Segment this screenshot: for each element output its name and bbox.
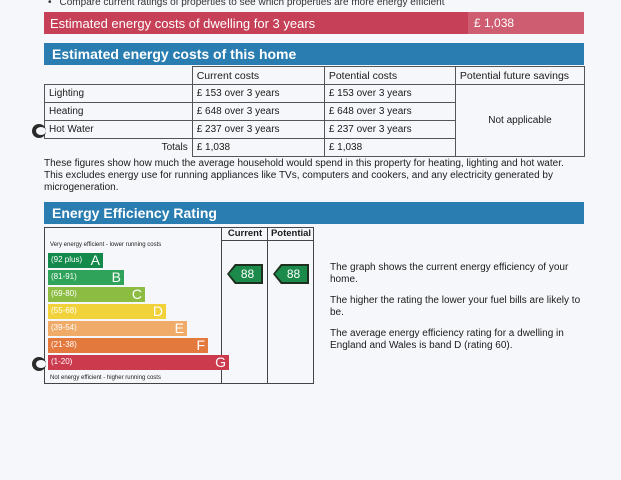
totals-current: £ 1,038: [191, 138, 325, 157]
band-letter: G: [215, 354, 226, 370]
band-letter: F: [196, 337, 205, 353]
rating-section-title: Energy Efficiency Rating: [44, 202, 584, 224]
hot-water-potential: £ 237 over 3 years: [323, 120, 456, 139]
lighting-current: £ 153 over 3 years: [191, 84, 325, 103]
empty-header-cell: [44, 66, 193, 85]
total-cost-bar: Estimated energy costs of dwelling for 3…: [44, 12, 584, 34]
rating-chart: [44, 227, 314, 384]
band-letter: A: [90, 252, 100, 268]
band-letter: E: [174, 320, 184, 336]
col-current-costs: Current costs: [191, 66, 325, 85]
band-range: (39-54): [51, 323, 77, 332]
totals-label: Totals: [44, 138, 193, 157]
totals-potential: £ 1,038: [323, 138, 456, 157]
row-label-heating: Heating: [44, 102, 193, 121]
band-c: (69-80) C: [48, 286, 145, 302]
rating-desc-1: The graph shows the current energy effic…: [330, 262, 569, 285]
totals-row: Totals £ 1,038 £ 1,038: [44, 138, 585, 157]
band-d: (55-68) D: [48, 303, 166, 319]
row-label-hot-water: Hot Water: [44, 120, 193, 139]
top-bullet: • Compare current ratings of properties t…: [48, 0, 445, 8]
band-b: (81-91) B: [48, 269, 124, 285]
costs-note: These figures show how much the average …: [44, 158, 564, 193]
band-letter: D: [152, 303, 163, 319]
top-bullet-text: Compare current ratings of properties to…: [59, 0, 445, 8]
band-range: (1-20): [51, 357, 73, 366]
band-g: (1-20) G: [48, 354, 229, 370]
lighting-potential: £ 153 over 3 years: [323, 84, 456, 103]
current-rating-arrow: 88: [229, 266, 261, 282]
bullet-icon: •: [48, 0, 52, 8]
binder-clip-icon: [32, 124, 46, 138]
chart-header-line: [221, 240, 314, 241]
band-f: (21-38) F: [48, 337, 208, 353]
col-potential-header: Potential: [270, 228, 312, 239]
band-range: (92 plus): [51, 255, 83, 264]
heating-current: £ 648 over 3 years: [191, 102, 325, 121]
band-a: (92 plus) A: [48, 252, 103, 268]
band-range: (69-80): [51, 289, 77, 298]
band-range: (55-68): [51, 306, 77, 315]
band-e: (39-54) E: [48, 320, 187, 336]
table-row: Heating £ 648 over 3 years £ 648 over 3 …: [44, 102, 585, 121]
rating-description: The graph shows the current energy effic…: [330, 262, 592, 361]
costs-header-row: Current costs Potential costs Potential …: [44, 66, 586, 85]
band-range: (81-91): [51, 272, 77, 281]
total-cost-label: Estimated energy costs of dwelling for 3…: [50, 16, 316, 31]
total-cost-value: £ 1,038: [468, 12, 584, 34]
costs-section-title: Estimated energy costs of this home: [44, 43, 584, 65]
band-range: (21-38): [51, 340, 77, 349]
savings-not-applicable: Not applicable: [454, 84, 586, 157]
chart-divider: [267, 227, 268, 384]
rating-desc-3: The average energy efficiency rating for…: [330, 328, 564, 351]
potential-rating-arrow: 88: [275, 266, 307, 282]
very-efficient-label: Very energy efficient - lower running co…: [50, 242, 162, 248]
costs-table: Current costs Potential costs Potential …: [44, 66, 586, 157]
chart-divider: [221, 227, 222, 384]
col-current-header: Current: [227, 228, 263, 239]
band-letter: B: [111, 269, 121, 285]
binder-clip-icon: [32, 357, 46, 371]
band-letter: C: [131, 286, 142, 302]
rating-desc-2: The higher the rating the lower your fue…: [330, 295, 581, 318]
col-potential-savings: Potential future savings: [454, 66, 586, 85]
col-potential-costs: Potential costs: [323, 66, 456, 85]
table-row: Lighting £ 153 over 3 years £ 153 over 3…: [44, 84, 586, 157]
not-efficient-label: Not energy efficient - higher running co…: [50, 375, 161, 381]
heating-potential: £ 648 over 3 years: [323, 102, 456, 121]
row-label-lighting: Lighting: [44, 84, 193, 103]
hot-water-current: £ 237 over 3 years: [191, 120, 325, 139]
